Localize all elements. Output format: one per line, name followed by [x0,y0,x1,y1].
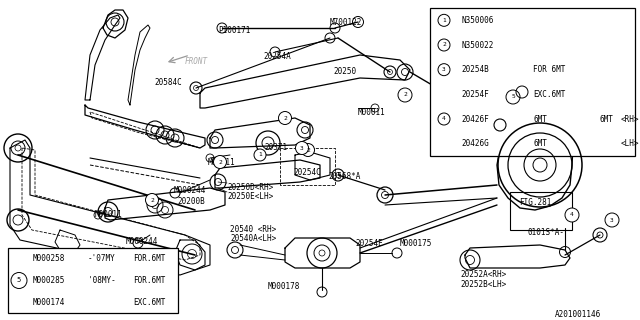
Text: N350006: N350006 [461,16,493,25]
Circle shape [214,156,227,169]
Text: FOR.6MT: FOR.6MT [133,276,165,285]
Text: M000285: M000285 [33,276,65,285]
Text: M00011: M00011 [95,210,123,219]
Text: 20568*A: 20568*A [328,172,360,181]
Circle shape [438,64,450,76]
Text: '08MY-: '08MY- [88,276,116,285]
Text: N350022: N350022 [461,41,493,50]
Text: M000175: M000175 [400,239,433,248]
Text: EXC.6MT: EXC.6MT [133,298,165,307]
Circle shape [145,194,159,206]
Text: 1: 1 [442,18,446,23]
Text: 0101S*A-: 0101S*A- [527,228,564,237]
Circle shape [438,14,450,26]
Text: 20254A: 20254A [263,52,291,61]
Text: FOR 6MT: FOR 6MT [533,65,565,74]
Text: 2: 2 [218,159,222,164]
Text: 20254B: 20254B [461,65,489,74]
Text: 20252A<RH>: 20252A<RH> [460,270,506,279]
Circle shape [438,39,450,51]
Text: 2: 2 [150,197,154,203]
Circle shape [398,88,412,102]
Text: P100171: P100171 [218,26,250,35]
Circle shape [278,111,291,124]
Text: M000178: M000178 [268,282,300,291]
Circle shape [301,143,314,156]
Text: 4: 4 [442,116,446,122]
Text: 20252B<LH>: 20252B<LH> [460,280,506,289]
Text: M00011: M00011 [358,108,386,117]
Circle shape [254,149,266,161]
Text: 20584C: 20584C [154,78,182,87]
Circle shape [296,141,308,155]
Bar [8,248,178,313]
Text: 3: 3 [300,146,304,150]
Text: EXC.6MT: EXC.6MT [533,90,565,99]
Bar [510,192,572,230]
Text: FRONT: FRONT [185,57,208,66]
Text: 20371: 20371 [264,143,287,152]
Text: 20250D<RH>: 20250D<RH> [227,183,273,192]
Text: 2: 2 [283,116,287,121]
Text: 1: 1 [258,153,262,157]
Text: 20254F: 20254F [461,90,489,99]
Circle shape [605,213,619,227]
Text: 20426F: 20426F [461,115,489,124]
Text: 20540 <RH>: 20540 <RH> [230,225,276,234]
Text: -'07MY: -'07MY [88,254,116,263]
Circle shape [11,273,27,289]
Text: 2: 2 [306,148,310,153]
Circle shape [438,113,450,125]
Text: 5: 5 [17,277,21,284]
Text: FIG.281: FIG.281 [519,198,552,207]
Text: M000258: M000258 [33,254,65,263]
Text: 20250: 20250 [333,67,356,76]
Text: 20254C: 20254C [293,168,321,177]
Text: 20250E<LH>: 20250E<LH> [227,192,273,201]
Text: 6MT: 6MT [533,115,547,124]
Text: M00011: M00011 [208,158,236,167]
Bar [430,8,635,156]
Text: M000174: M000174 [33,298,65,307]
Text: <RH>: <RH> [621,115,639,124]
Text: 20200B: 20200B [177,197,205,206]
Text: 2: 2 [442,43,446,47]
Text: A201001146: A201001146 [555,310,601,319]
Text: M700122: M700122 [330,18,362,27]
Text: 6MT: 6MT [599,115,613,124]
Text: 3: 3 [442,67,446,72]
Circle shape [565,208,579,222]
Text: M000244: M000244 [126,237,158,246]
Circle shape [506,90,520,104]
Text: FOR.6MT: FOR.6MT [133,254,165,263]
Text: 4: 4 [570,212,574,218]
Text: 20540A<LH>: 20540A<LH> [230,234,276,243]
Text: <LH>: <LH> [621,139,639,148]
Text: 20426G: 20426G [461,139,489,148]
Text: 6MT: 6MT [533,139,547,148]
Text: M000244: M000244 [174,186,206,195]
Text: 3: 3 [610,218,614,222]
Text: 5: 5 [511,94,515,100]
Text: 20254E: 20254E [355,239,383,248]
Text: 2: 2 [403,92,407,98]
